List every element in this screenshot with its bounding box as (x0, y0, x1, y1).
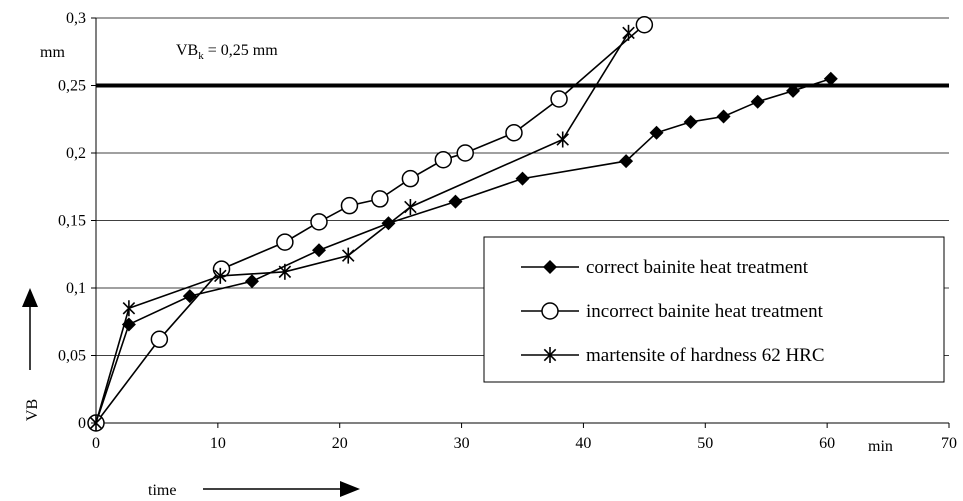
y-tick-label: 0,1 (66, 280, 86, 297)
y-tick-label: 0 (78, 415, 86, 432)
data-point (750, 94, 765, 109)
x-tick-label: 70 (941, 435, 957, 452)
data-point (505, 124, 523, 142)
series-layer (87, 16, 838, 432)
data-point (371, 190, 389, 208)
legend-marker (543, 347, 557, 363)
y-tick-label: 0,15 (58, 213, 86, 230)
threshold-label: VBk = 0,25 mm (176, 42, 278, 62)
legend-marker (541, 302, 559, 320)
legend-item: incorrect bainite heat treatment (521, 301, 824, 322)
legend: correct bainite heat treatment incorrect … (483, 236, 945, 383)
data-point (448, 194, 463, 209)
data-point (550, 90, 568, 108)
data-point (622, 24, 635, 41)
data-point (310, 213, 328, 231)
threshold-label-rest: = 0,25 mm (204, 42, 278, 59)
data-point (786, 83, 801, 98)
legend-item: martensite of hardness 62 HRC (521, 345, 825, 366)
data-point (182, 289, 197, 304)
data-point (244, 274, 259, 289)
series-star (89, 24, 635, 431)
x-tick-label: 60 (819, 435, 835, 452)
data-point (341, 247, 355, 264)
threshold-label-sub: k (198, 50, 204, 62)
data-point (823, 71, 838, 86)
data-point (716, 109, 731, 124)
series-line (95, 32, 630, 424)
legend-item: correct bainite heat treatment (521, 257, 809, 278)
y-tick-label: 0,2 (66, 145, 86, 162)
x-tick-label: 20 (332, 435, 348, 452)
data-point (276, 233, 294, 251)
data-point (456, 144, 474, 162)
x-tick-label: 40 (575, 435, 591, 452)
y-axis-label: VB (24, 399, 41, 421)
data-point (311, 243, 326, 258)
data-point (683, 114, 698, 129)
svg-text:VBk = 0,25 mm: VBk = 0,25 mm (176, 42, 278, 62)
data-point (635, 16, 654, 34)
data-point (434, 151, 453, 169)
data-point (214, 267, 227, 284)
y-tick-label: 0,05 (58, 348, 86, 365)
data-point (401, 169, 420, 188)
legend-label: martensite of hardness 62 HRC (586, 345, 825, 366)
x-tick-label: 10 (210, 435, 226, 452)
x-axis-label: time (148, 482, 176, 499)
data-point (150, 330, 169, 349)
legend-box (483, 236, 945, 383)
y-tick-label: 0,3 (66, 10, 86, 27)
data-point (340, 196, 359, 215)
threshold-label-main: VB (176, 42, 198, 59)
x-axis-unit: min (868, 438, 893, 455)
data-point (619, 154, 634, 169)
legend-label: correct bainite heat treatment (586, 257, 809, 278)
x-tick-label: 30 (454, 435, 470, 452)
x-tick-label: 0 (92, 435, 100, 452)
data-point (122, 300, 136, 317)
y-tick-label: 0,25 (58, 78, 86, 95)
x-tick-label: 50 (697, 435, 713, 452)
y-axis-arrow (22, 288, 38, 370)
data-point (404, 199, 417, 215)
x-axis-tick-labels: 0 10 20 30 40 50 60 70 (92, 423, 957, 452)
data-point (278, 263, 292, 280)
legend-marker (543, 260, 557, 274)
data-point (556, 131, 569, 148)
y-axis-unit: mm (40, 44, 65, 61)
series-circle (87, 16, 654, 432)
data-point (515, 171, 530, 186)
x-axis-arrow (203, 481, 360, 497)
data-point (649, 125, 664, 140)
y-axis-tick-labels: 0 0,05 0,1 0,15 0,2 0,25 0,3 (58, 10, 96, 432)
legend-label: incorrect bainite heat treatment (586, 301, 824, 322)
